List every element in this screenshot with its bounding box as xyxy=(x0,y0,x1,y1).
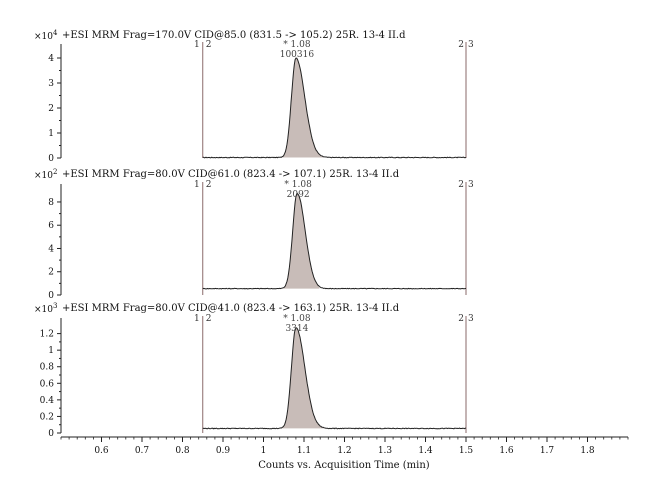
y-multiplier-exponent: 2 xyxy=(53,168,57,176)
x-tick-label: 0.8 xyxy=(175,446,190,456)
chromatogram-panel-2: ×102 +ESI MRM Frag=80.0V CID@61.0 (823.4 … xyxy=(34,168,474,301)
marker-2: 2 xyxy=(206,314,212,324)
marker-2: 2 xyxy=(206,40,212,50)
x-tick-label: 1.6 xyxy=(499,446,514,456)
chromatogram-panel-1: ×104 +ESI MRM Frag=170.0V CID@85.0 (831.5… xyxy=(34,29,474,164)
y-tick-label: 4 xyxy=(48,54,54,64)
y-tick-label: 1 xyxy=(48,129,54,139)
y-multiplier: ×103 xyxy=(34,302,57,315)
x-tick-label: 0.9 xyxy=(216,446,231,456)
panel-title: +ESI MRM Frag=170.0V CID@85.0 (831.5 -> … xyxy=(62,30,406,41)
x-tick-label: 1 xyxy=(261,446,267,456)
y-tick-label: 6 xyxy=(48,221,54,231)
y-tick-label: 4 xyxy=(48,244,54,254)
x-tick-label: 0.7 xyxy=(135,446,150,456)
y-tick-label: 1.2 xyxy=(40,330,54,340)
y-multiplier-base: ×10 xyxy=(34,32,53,42)
integrated-peak-area xyxy=(282,327,326,429)
x-tick-label: 1.7 xyxy=(540,446,555,456)
y-tick-label: 2 xyxy=(48,268,54,278)
signal-trace xyxy=(202,193,467,290)
marker-2-end: 2 xyxy=(458,314,464,324)
integrated-peak-area xyxy=(282,58,324,158)
marker-3: 3 xyxy=(468,314,474,324)
x-tick-label: 1.5 xyxy=(459,446,474,456)
y-tick-label: 1 xyxy=(48,346,54,356)
y-tick-label: 0 xyxy=(48,291,54,301)
y-tick-label: 8 xyxy=(48,198,54,208)
y-tick-label: 0 xyxy=(48,154,54,164)
marker-1: 1 xyxy=(194,180,200,190)
x-tick-label: 0.6 xyxy=(94,446,109,456)
marker-3: 3 xyxy=(468,180,474,190)
y-tick-label: 0.8 xyxy=(40,363,55,373)
x-axis-label: Counts vs. Acquisition Time (min) xyxy=(258,460,430,471)
marker-1: 1 xyxy=(194,40,200,50)
x-tick-label: 1.8 xyxy=(580,446,595,456)
y-multiplier: ×104 xyxy=(34,29,58,42)
x-tick-label: 1.4 xyxy=(418,446,433,456)
signal-trace xyxy=(202,57,467,159)
peak-area-label: 2092 xyxy=(287,190,310,200)
peak-retention-time: * 1.08 xyxy=(283,314,311,324)
peak-area-label: 3314 xyxy=(285,324,308,334)
peak-retention-time: * 1.08 xyxy=(283,40,311,50)
x-tick-label: 1.3 xyxy=(378,446,393,456)
y-tick-label: 0 xyxy=(48,429,54,439)
marker-3: 3 xyxy=(468,40,474,50)
y-tick-label: 0.2 xyxy=(40,412,54,422)
signal-trace xyxy=(202,327,467,430)
y-tick-label: 3 xyxy=(48,79,54,89)
x-tick-label: 1.1 xyxy=(297,446,311,456)
panel-title: +ESI MRM Frag=80.0V CID@61.0 (823.4 -> 1… xyxy=(62,169,400,180)
y-tick-label: 0.4 xyxy=(40,396,55,406)
y-tick-label: 2 xyxy=(48,104,54,114)
peak-retention-time: * 1.08 xyxy=(284,180,312,190)
panel-title: +ESI MRM Frag=80.0V CID@41.0 (823.4 -> 1… xyxy=(62,303,400,314)
marker-2-end: 2 xyxy=(458,40,464,50)
chromatogram-panel-3: ×103 +ESI MRM Frag=80.0V CID@41.0 (823.4 … xyxy=(34,302,474,439)
y-multiplier-base: ×10 xyxy=(34,171,53,181)
marker-2-end: 2 xyxy=(458,180,464,190)
y-multiplier-base: ×10 xyxy=(34,305,53,315)
peak-area-label: 100316 xyxy=(280,50,315,60)
y-multiplier: ×102 xyxy=(34,168,57,181)
x-tick-label: 1.2 xyxy=(337,446,351,456)
marker-2: 2 xyxy=(206,180,212,190)
x-axis: 0.6 0.7 0.8 0.9 1 1.1 1.2 1.3 1.4 1.5 1.6 1.7 1.8 xyxy=(60,436,629,456)
y-multiplier-exponent: 3 xyxy=(53,302,57,310)
y-multiplier-exponent: 4 xyxy=(53,29,58,37)
y-tick-label: 0.6 xyxy=(40,379,55,389)
marker-1: 1 xyxy=(194,314,200,324)
